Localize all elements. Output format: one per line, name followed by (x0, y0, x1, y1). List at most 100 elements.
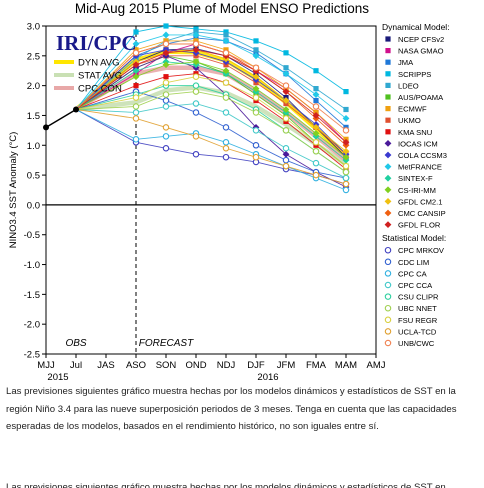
point-unb-cwc (342, 127, 350, 134)
legend-statistical-title: Statistical Model: (382, 233, 446, 243)
legend-label: CPC CA (398, 269, 428, 278)
point-gfdl-flor (342, 138, 350, 146)
point-cpc-mrkov (192, 150, 200, 158)
point-unb-cwc (222, 49, 230, 57)
point-metfrance (252, 52, 260, 60)
point-cpc-cca (162, 103, 170, 110)
legend-swatch (385, 82, 391, 88)
legend-label: KMA SNU (398, 128, 432, 137)
point-cpc-ca (342, 186, 350, 194)
point-cdc-lim (192, 109, 200, 116)
year-label: 2015 (47, 372, 68, 380)
point-ldeo (313, 86, 319, 92)
legend-swatch (384, 209, 392, 217)
point-fsu-regr (282, 115, 290, 122)
y-tick-label: -0.5 (24, 230, 40, 241)
point-ubc-nnet (342, 168, 350, 176)
point-cpc-cca (222, 109, 230, 116)
point-ubc-nnet (282, 127, 290, 134)
legend-swatch (385, 129, 391, 135)
point-scripps (253, 38, 259, 44)
point-ldeo (223, 32, 229, 38)
legend-label: IOCAS ICM (398, 139, 438, 148)
legend-label: CMC CANSIP (398, 209, 446, 218)
obs-label: OBS (65, 338, 86, 349)
point-gfdl-flor (162, 49, 170, 57)
point-unb-cwc (132, 49, 140, 57)
point-fsu-regr (312, 139, 320, 146)
point-cpc-cca (132, 109, 140, 116)
legend-swatch (384, 258, 392, 266)
legend-swatch (385, 59, 391, 65)
legend-swatch (385, 106, 391, 112)
iri-cpc-logo: IRI/CPC (56, 31, 137, 55)
point-cs-iri-mm (312, 129, 320, 137)
point-ldeo (253, 47, 259, 53)
point-metfrance (162, 31, 170, 39)
point-gfdl-flor (312, 112, 320, 119)
legend-label: AUS/POAMA (398, 93, 444, 102)
point-cpc-cca (312, 159, 320, 167)
y-tick-label: -1.5 (24, 290, 40, 301)
legend-swatch (384, 339, 392, 347)
point-cpc-cca (282, 145, 290, 152)
point-cpc-ca (162, 133, 170, 140)
point-ubc-nnet (132, 103, 140, 110)
legend-label: CPC MRKOV (398, 246, 445, 255)
observed-line (45, 108, 77, 128)
avg-legend-label: DYN AVG (78, 58, 120, 69)
legend-label: UBC NNET (398, 304, 437, 313)
point-metfrance (282, 70, 290, 78)
point-metfrance (312, 91, 320, 98)
next-paragraph-cut: Las previsiones siguientes gráfico muest… (6, 482, 446, 488)
legend-swatch (385, 117, 391, 123)
point-jma (313, 97, 319, 104)
point-scripps (163, 23, 169, 29)
point-ucla-tcd (222, 145, 230, 152)
point-gfdl-cm2-1 (312, 123, 320, 131)
legend-label: CSU CLIPR (398, 293, 439, 302)
y-tick-label: -2.5 (24, 350, 40, 361)
legend-label: MetFRANCE (398, 163, 442, 172)
point-cs-iri-mm (282, 106, 290, 113)
point-metfrance (342, 115, 350, 122)
avg-legend-label: CPC CON (78, 84, 122, 95)
x-tick-label: FMA (306, 360, 327, 371)
point-gfdl-cm2-1 (252, 73, 260, 81)
point-ucla-tcd (252, 153, 260, 161)
legend-swatch (384, 174, 392, 182)
point-cpc-cca (252, 127, 260, 134)
legend-swatch (384, 163, 392, 170)
point-metfrance (192, 31, 200, 39)
point-scripps (283, 50, 289, 56)
forecast-label: FORECAST (139, 338, 194, 349)
y-tick-label: 0.5 (27, 171, 40, 182)
point-cdc-lim (162, 97, 170, 104)
point-fsu-regr (222, 79, 230, 86)
year-label: 2016 (257, 372, 278, 380)
y-tick-label: 1.5 (27, 111, 40, 122)
point-fsu-regr (342, 162, 350, 170)
point-cs-iri-mm (252, 85, 260, 93)
point-gfdl-flor (192, 46, 200, 54)
legend-label: FSU REGR (398, 316, 438, 325)
legend-label: ECMWF (398, 105, 427, 114)
legend-label: CDC LIM (398, 258, 429, 267)
point-gfdl-cm2-1 (282, 97, 290, 104)
point-cs-iri-mm (222, 67, 230, 75)
y-axis-label: NINO3.4 SST Anomaly (°C) (8, 132, 19, 249)
legend-label: CPC CCA (398, 281, 433, 290)
point-ldeo (343, 106, 349, 113)
legend-swatch (385, 48, 391, 54)
legend-swatch (384, 293, 392, 300)
point-unb-cwc (252, 64, 260, 71)
legend-swatch (384, 198, 392, 205)
legend-swatch (384, 316, 392, 324)
point-iocas-icm (282, 150, 290, 158)
y-tick-label: -2.0 (24, 320, 40, 331)
x-tick-label: JAS (97, 360, 114, 371)
point-gfdl-cm2-1 (342, 147, 350, 155)
point-sintex-f (132, 67, 140, 75)
point-ucla-tcd (282, 162, 290, 170)
point-cpc-cca (192, 100, 200, 107)
